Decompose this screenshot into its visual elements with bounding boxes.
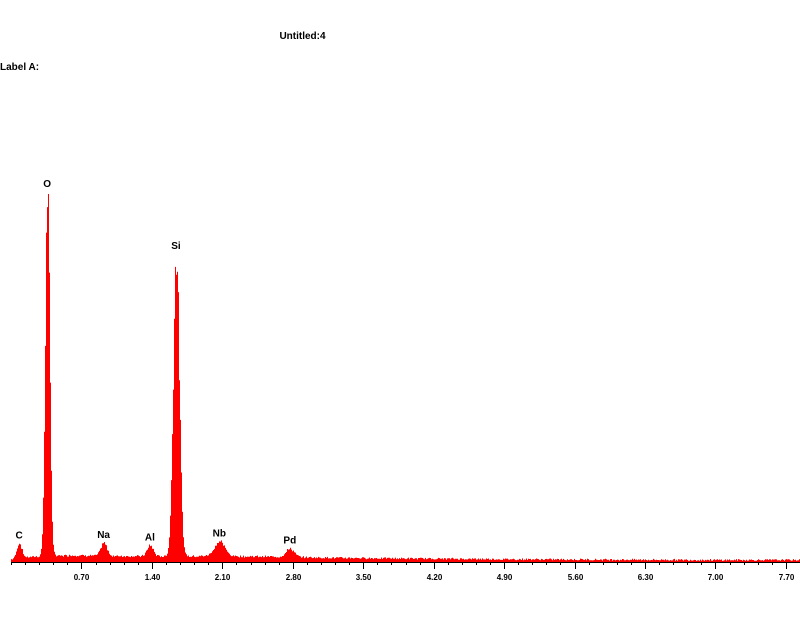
peak-label-na: Na xyxy=(97,530,110,541)
x-tick-label: 6.30 xyxy=(638,573,654,582)
peak-label-pd: Pd xyxy=(283,536,296,547)
x-tick-label: 2.10 xyxy=(215,573,231,582)
x-tick-label: 7.00 xyxy=(708,573,724,582)
peak-labels: C O Na Al Si Nb Pd xyxy=(15,179,296,547)
peak-label-o: O xyxy=(43,179,51,190)
x-tick-label: 4.20 xyxy=(427,573,443,582)
chart-title: Untitled:4 xyxy=(279,31,326,42)
peak-label-al: Al xyxy=(145,532,155,543)
x-tick-label: 7.70 xyxy=(779,573,795,582)
x-axis-ticks: 0.70 1.40 2.10 2.80 3.50 4.20 4.90 5.60 6.30 7.00… xyxy=(11,562,795,582)
x-tick-label: 2.80 xyxy=(286,573,302,582)
peak-label-nb: Nb xyxy=(213,528,226,539)
x-tick-label: 4.90 xyxy=(497,573,513,582)
peak-label-c: C xyxy=(15,531,22,542)
x-tick-label: 5.60 xyxy=(568,573,584,582)
spectrum-area xyxy=(11,194,800,562)
peak-label-si: Si xyxy=(171,241,181,252)
x-tick-label: 3.50 xyxy=(356,573,372,582)
x-tick-label: 1.40 xyxy=(145,573,161,582)
x-tick-label: 0.70 xyxy=(74,573,90,582)
spectrum-label: Label A: xyxy=(0,62,40,73)
